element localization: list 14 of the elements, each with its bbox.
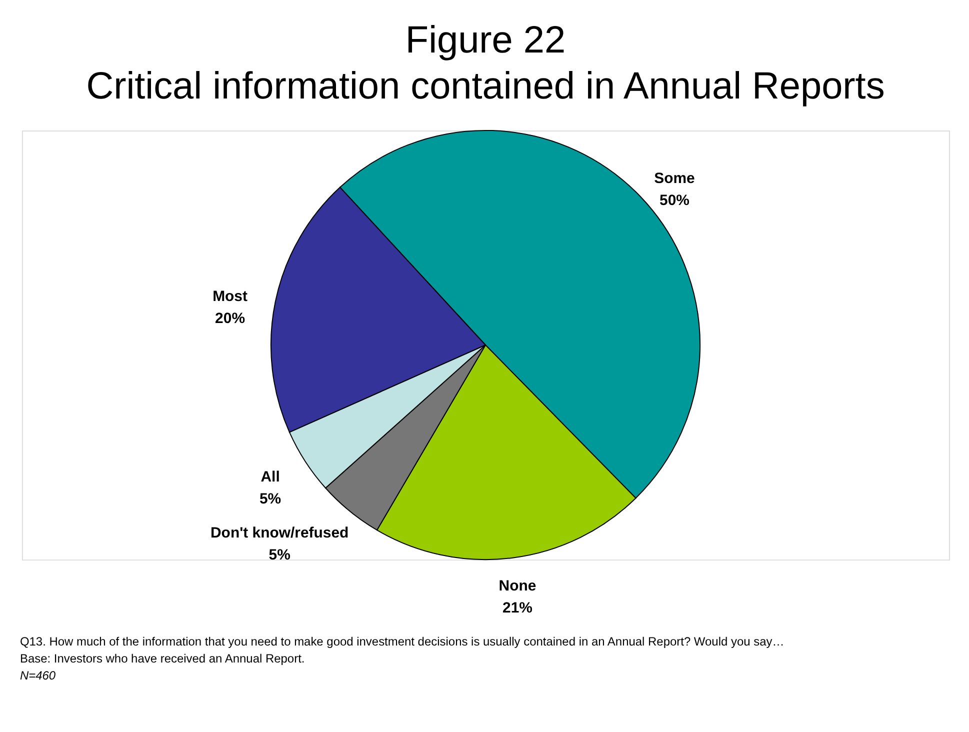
slice-label: Don't know/refused (210, 524, 349, 542)
chart-title: Figure 22 Critical information contained in Annual Reports (86, 20, 885, 108)
slice-label: Some (654, 170, 695, 187)
data-label: 20% (215, 310, 245, 327)
data-label: 5% (268, 546, 290, 564)
text: N=460 (20, 668, 56, 682)
slice-label: All (260, 468, 280, 486)
data-label: 5% (259, 490, 282, 508)
slice-label: Most (212, 288, 248, 305)
text: Base: Investors who have received an Annual Report. (20, 651, 305, 666)
slice-label: None (498, 578, 536, 595)
data-label: 21% (502, 600, 532, 617)
text: Q13. How much of the information that you need to make good investment decisions is usually contained in an Annual Report? Would you say… (20, 634, 784, 648)
data-label: 50% (660, 192, 690, 209)
